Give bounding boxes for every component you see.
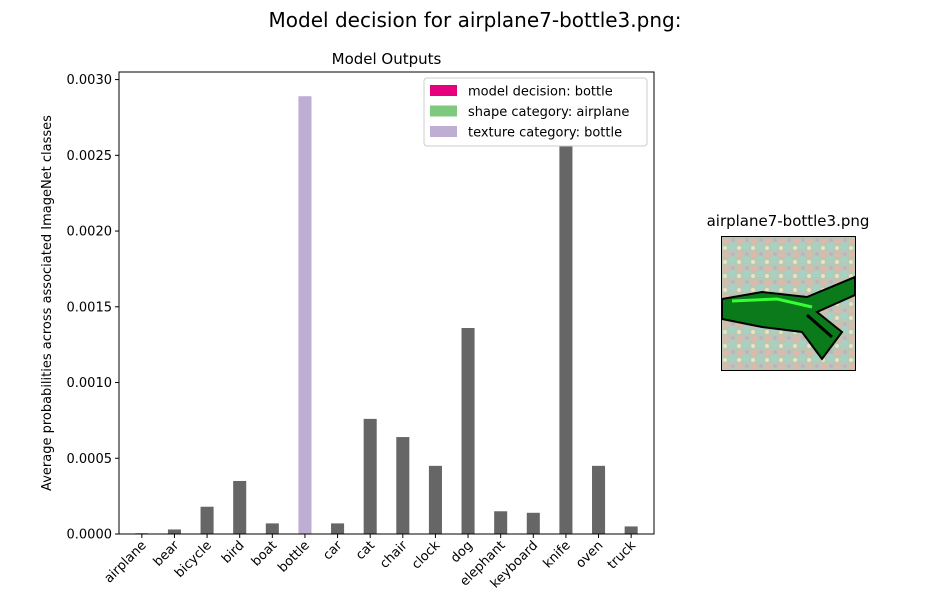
y-axis-label: Average probabilities across associated …	[40, 115, 55, 491]
bar-bicycle	[200, 506, 214, 534]
bar-truck	[624, 526, 638, 534]
bar-bird	[233, 480, 247, 534]
thumbnail-title: airplane7-bottle3.png	[706, 212, 870, 230]
figure-title: Model decision for airplane7-bottle3.png…	[268, 8, 682, 32]
x-tick-label: truck	[605, 538, 640, 573]
legend-swatch	[430, 105, 457, 117]
legend-label: model decision: bottle	[468, 85, 613, 100]
y-tick-label: 0.0020	[67, 225, 113, 240]
y-tick-label: 0.0000	[67, 528, 113, 543]
bar-bottle	[298, 96, 312, 534]
plot-frame	[118, 71, 655, 535]
y-tick-label: 0.0015	[67, 300, 113, 315]
chart-title: Model Outputs	[332, 50, 442, 68]
x-tick-label: chair	[377, 538, 411, 572]
x-tick-label: car	[320, 538, 346, 564]
stimulus-thumbnail-image	[721, 236, 856, 371]
x-tick-label: bicycle	[172, 538, 215, 581]
legend-box	[423, 77, 648, 147]
bar-chair	[396, 437, 410, 534]
bar-boat	[265, 523, 279, 534]
x-tick-label: knife	[541, 538, 574, 571]
legend-label: shape category: airplane	[468, 105, 629, 120]
legend-swatch	[430, 85, 457, 96]
bar-oven	[592, 465, 606, 534]
x-tick-label: bird	[219, 538, 247, 566]
bars-group	[135, 96, 638, 535]
bar-clock	[428, 465, 442, 534]
y-axis: 0.0000 0.0005 0.0010 0.0015 0.0020 0.0025 0.00…	[67, 73, 119, 543]
x-tick-label: dog	[448, 538, 476, 566]
y-tick-label: 0.0005	[67, 452, 113, 467]
bar-knife	[559, 102, 573, 535]
legend-label: texture category: bottle	[468, 126, 622, 141]
y-tick-label: 0.0030	[67, 73, 113, 88]
legend: model decision: bottle shape category: ai…	[423, 77, 648, 147]
y-tick-label: 0.0010	[67, 376, 113, 391]
bar-bear	[167, 529, 181, 534]
y-tick-label: 0.0025	[67, 149, 113, 164]
x-tick-label: oven	[573, 538, 606, 571]
bar-dog	[461, 327, 475, 534]
x-tick-label: cat	[353, 538, 378, 563]
x-tick-label: airplane	[102, 538, 150, 586]
bar-elephant	[494, 511, 508, 534]
x-tick-label: clock	[409, 538, 444, 573]
bar-cat	[363, 418, 377, 534]
x-tick-label: bottle	[275, 538, 312, 575]
bar-keyboard	[526, 512, 540, 534]
bar-car	[331, 523, 345, 534]
legend-swatch	[430, 126, 457, 137]
